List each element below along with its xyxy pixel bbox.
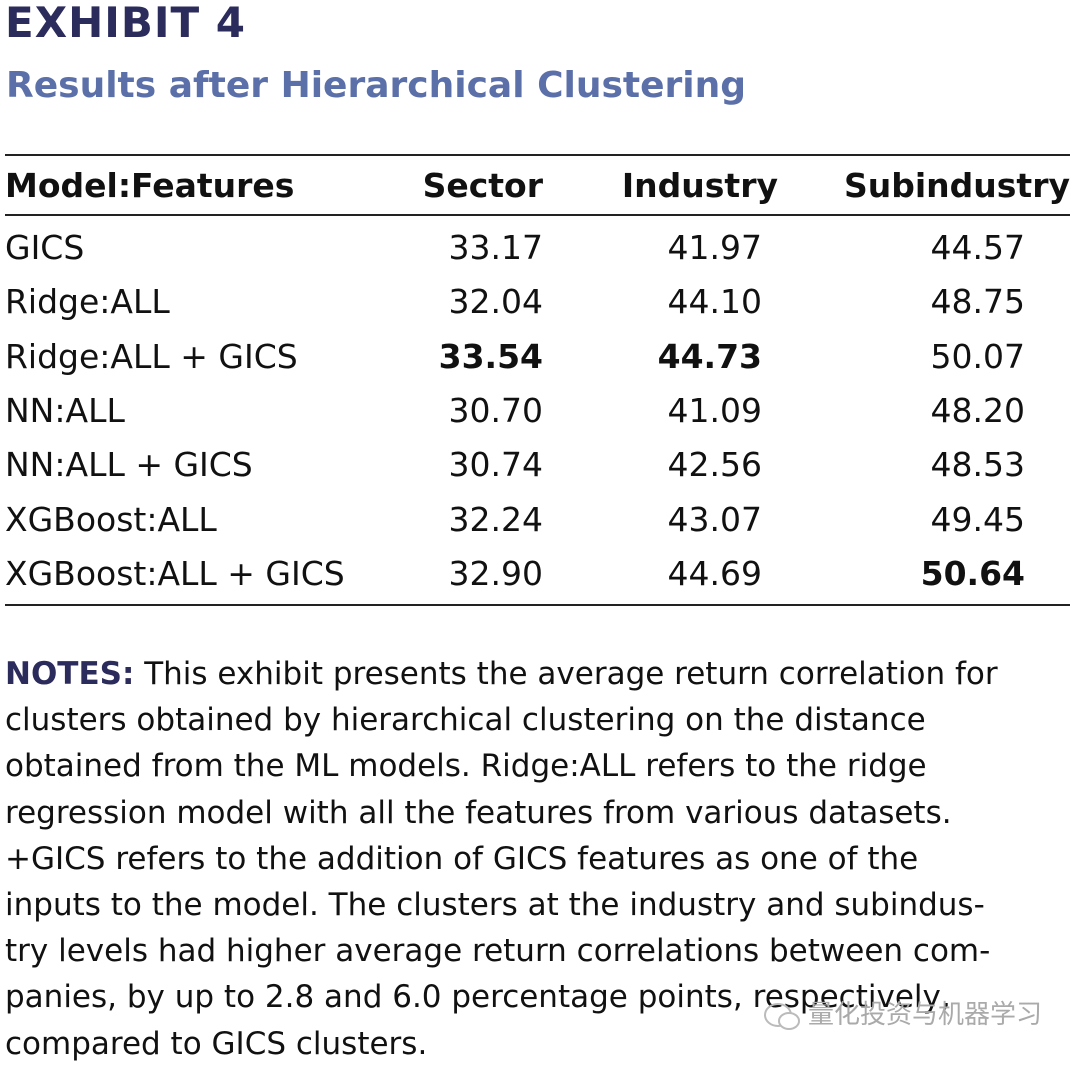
notes-line: panies, by up to 2.8 and 6.0 percentage … [5,977,951,1017]
table-cell: 44.69 [667,553,762,593]
column-header: Subindustry [843,166,1070,205]
table-cell: 44.10 [667,282,762,322]
table-cell: 48.75 [930,282,1025,322]
watermark: 量化投资与机器学习 [808,1000,1043,1030]
column-header: Sector [422,166,543,205]
table-cell: 30.74 [448,445,543,485]
table-cell: 50.07 [930,336,1025,376]
table-cell: 32.04 [448,282,543,322]
row-label: Ridge:ALL [5,282,170,322]
table-bottom-rule [5,604,1070,606]
exhibit-title: Results after Hierarchical Clustering [6,65,747,106]
notes-label: NOTES: [5,656,135,692]
notes-line: compared to GICS clusters. [5,1024,427,1064]
notes-line: regression model with all the features f… [5,793,952,833]
table-cell: 48.53 [930,445,1025,485]
exhibit-label: EXHIBIT 4 [5,0,246,47]
notes-text: inputs to the model. The clusters at the… [5,887,985,923]
row-label: NN:ALL + GICS [5,445,253,485]
notes-line: try levels had higher average return cor… [5,931,990,971]
table-cell: 32.90 [448,553,543,593]
notes-text: obtained from the ML models. Ridge:ALL r… [5,748,927,785]
table-cell: 33.17 [448,228,543,267]
table-cell: 43.07 [667,499,762,539]
table-cell: 41.09 [667,390,762,430]
row-label: GICS [5,228,85,267]
notes-line: NOTES: This exhibit presents the average… [5,654,998,694]
notes-text: clusters obtained by hierarchical cluste… [5,702,926,739]
column-header: Industry [621,166,778,205]
table-cell: 50.64 [920,553,1025,593]
notes-text: compared to GICS clusters. [5,1025,428,1062]
notes-text: regression model with all the features f… [5,794,952,831]
notes-line: inputs to the model. The clusters at the… [5,885,985,925]
row-label: Ridge:ALL + GICS [5,336,298,376]
table-cell: 49.45 [930,499,1025,539]
row-label: XGBoost:ALL + GICS [5,553,345,593]
table-cell: 48.20 [930,390,1025,430]
row-label: NN:ALL [5,390,125,430]
notes-line: +GICS refers to the addition of GICS fea… [5,839,918,879]
table-cell: 32.24 [448,499,543,539]
table-cell: 42.56 [667,445,762,485]
notes-text: try levels had higher average return cor… [5,933,991,970]
notes-line: obtained from the ML models. Ridge:ALL r… [5,746,927,786]
column-header: Model:Features [5,166,295,205]
table-cell: 44.57 [930,228,1025,267]
table-cell: 33.54 [438,336,543,376]
notes-text: panies, by up to 2.8 and 6.0 percentage … [5,979,951,1016]
watermark-icon [764,1003,800,1030]
table-cell: 41.97 [667,228,762,267]
header-rule [5,214,1070,216]
notes-line: clusters obtained by hierarchical cluste… [5,700,926,740]
table-top-rule [5,154,1070,156]
table-cell: 30.70 [448,390,543,430]
notes-text: +GICS refers to the addition of GICS fea… [5,840,919,877]
row-label: XGBoost:ALL [5,499,217,539]
notes-text: This exhibit presents the average return… [144,656,998,692]
table-cell: 44.73 [657,336,762,376]
